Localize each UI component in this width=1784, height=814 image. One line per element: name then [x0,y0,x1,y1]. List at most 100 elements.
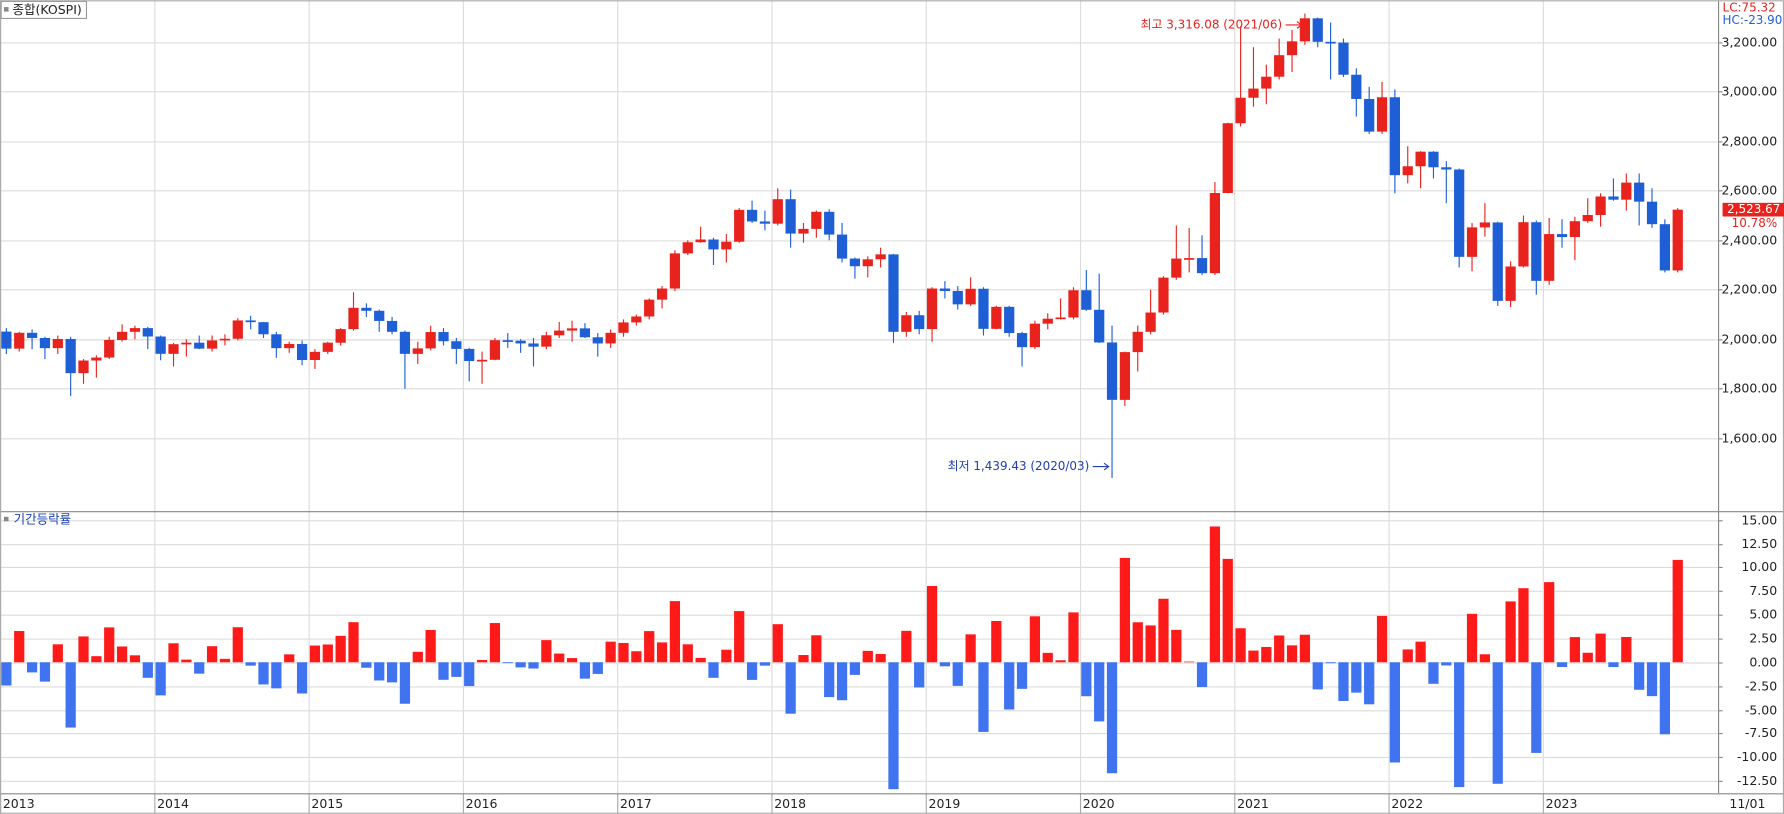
candle-body [1299,18,1311,42]
candle-body [399,331,411,354]
x-tick-label: 2023 [1546,796,1578,811]
candle-body [1004,306,1015,334]
bar [14,631,25,663]
bar [1094,662,1105,722]
bar [1,662,12,686]
lc-label: LC:75.32 [1723,1,1776,15]
y-tick-label: 2,600.00 [1722,182,1778,197]
bar [528,662,539,669]
bar [271,662,282,689]
bar [708,662,719,678]
bar [489,623,501,663]
y-tick-label: -5.00 [1745,702,1777,717]
bar [412,651,423,663]
candle-body [1608,196,1619,200]
bar [1492,662,1503,784]
bar [116,646,128,663]
candle-body [1222,123,1233,194]
candle-body [374,310,385,321]
bar [605,641,616,663]
bar [258,662,269,685]
bar [142,662,153,678]
title-box [0,0,88,20]
bar [656,642,668,663]
bar [476,659,488,663]
marks [1,13,1683,790]
bar [1132,622,1143,663]
bar [1016,662,1028,689]
candle-body [386,320,398,332]
bar [759,662,771,666]
x-tick-label: 2017 [620,796,652,811]
high-arrow [1285,21,1303,29]
candle-body [155,336,166,354]
low-arrow [1092,462,1110,471]
candle-body [579,328,591,338]
candle-body [888,254,899,332]
x-tick-label: 2019 [929,796,961,811]
candle-body [618,322,629,333]
bar [901,630,912,663]
bar [1222,558,1233,663]
candle-body [669,253,681,289]
candle-body [1621,182,1632,200]
bar [425,629,436,663]
candle-body [656,288,668,300]
bar [824,662,835,698]
bar [1376,615,1388,663]
bar [682,644,693,663]
last-price-label: 2,523.67 [1727,202,1780,216]
candle-body [592,337,603,344]
bar [1415,641,1426,663]
bar [1389,662,1401,763]
y-tick-label: 15.00 [1741,512,1777,527]
candle-body [245,320,256,323]
candle-body [708,239,719,250]
bar [1261,646,1272,663]
candle-body [1196,258,1208,274]
candle-body [1569,221,1581,238]
y-tick-label: 2,800.00 [1722,133,1778,148]
bar [451,662,462,677]
candle-body [168,344,179,354]
candle-body [1171,258,1182,278]
candle-body [1659,224,1670,271]
candle-body [1364,98,1375,132]
candle-body [554,330,565,336]
bar [811,635,822,663]
bar [1556,662,1568,667]
bar [1466,613,1478,663]
bar [541,640,552,663]
candle-body [1119,352,1131,400]
candle-body [772,199,783,224]
candle-body [541,335,552,347]
candle-body [798,228,809,234]
candle-body [232,320,243,339]
bar [1312,662,1323,690]
bar [1364,662,1375,705]
bar [284,654,295,663]
bar [335,635,346,663]
candle-body [824,211,835,235]
candle-body [451,341,462,349]
bar [1402,649,1413,663]
candle-body [412,348,423,354]
last-price-box [1722,202,1784,217]
y-tick-label: 10.00 [1741,559,1777,574]
bar [592,662,603,674]
bar [965,634,976,663]
y-tick-label: 2,200.00 [1722,281,1778,296]
candle-body [1389,97,1401,176]
candle-body [515,340,526,344]
x-tick-label: 2016 [466,796,498,811]
candle-body [142,328,153,337]
candle-body [1402,166,1413,176]
bar [1042,652,1053,663]
bar [836,662,848,701]
candle-body [309,351,321,361]
candle-body [952,290,963,305]
bar [669,601,681,663]
bar [888,662,899,790]
bar [129,655,141,663]
